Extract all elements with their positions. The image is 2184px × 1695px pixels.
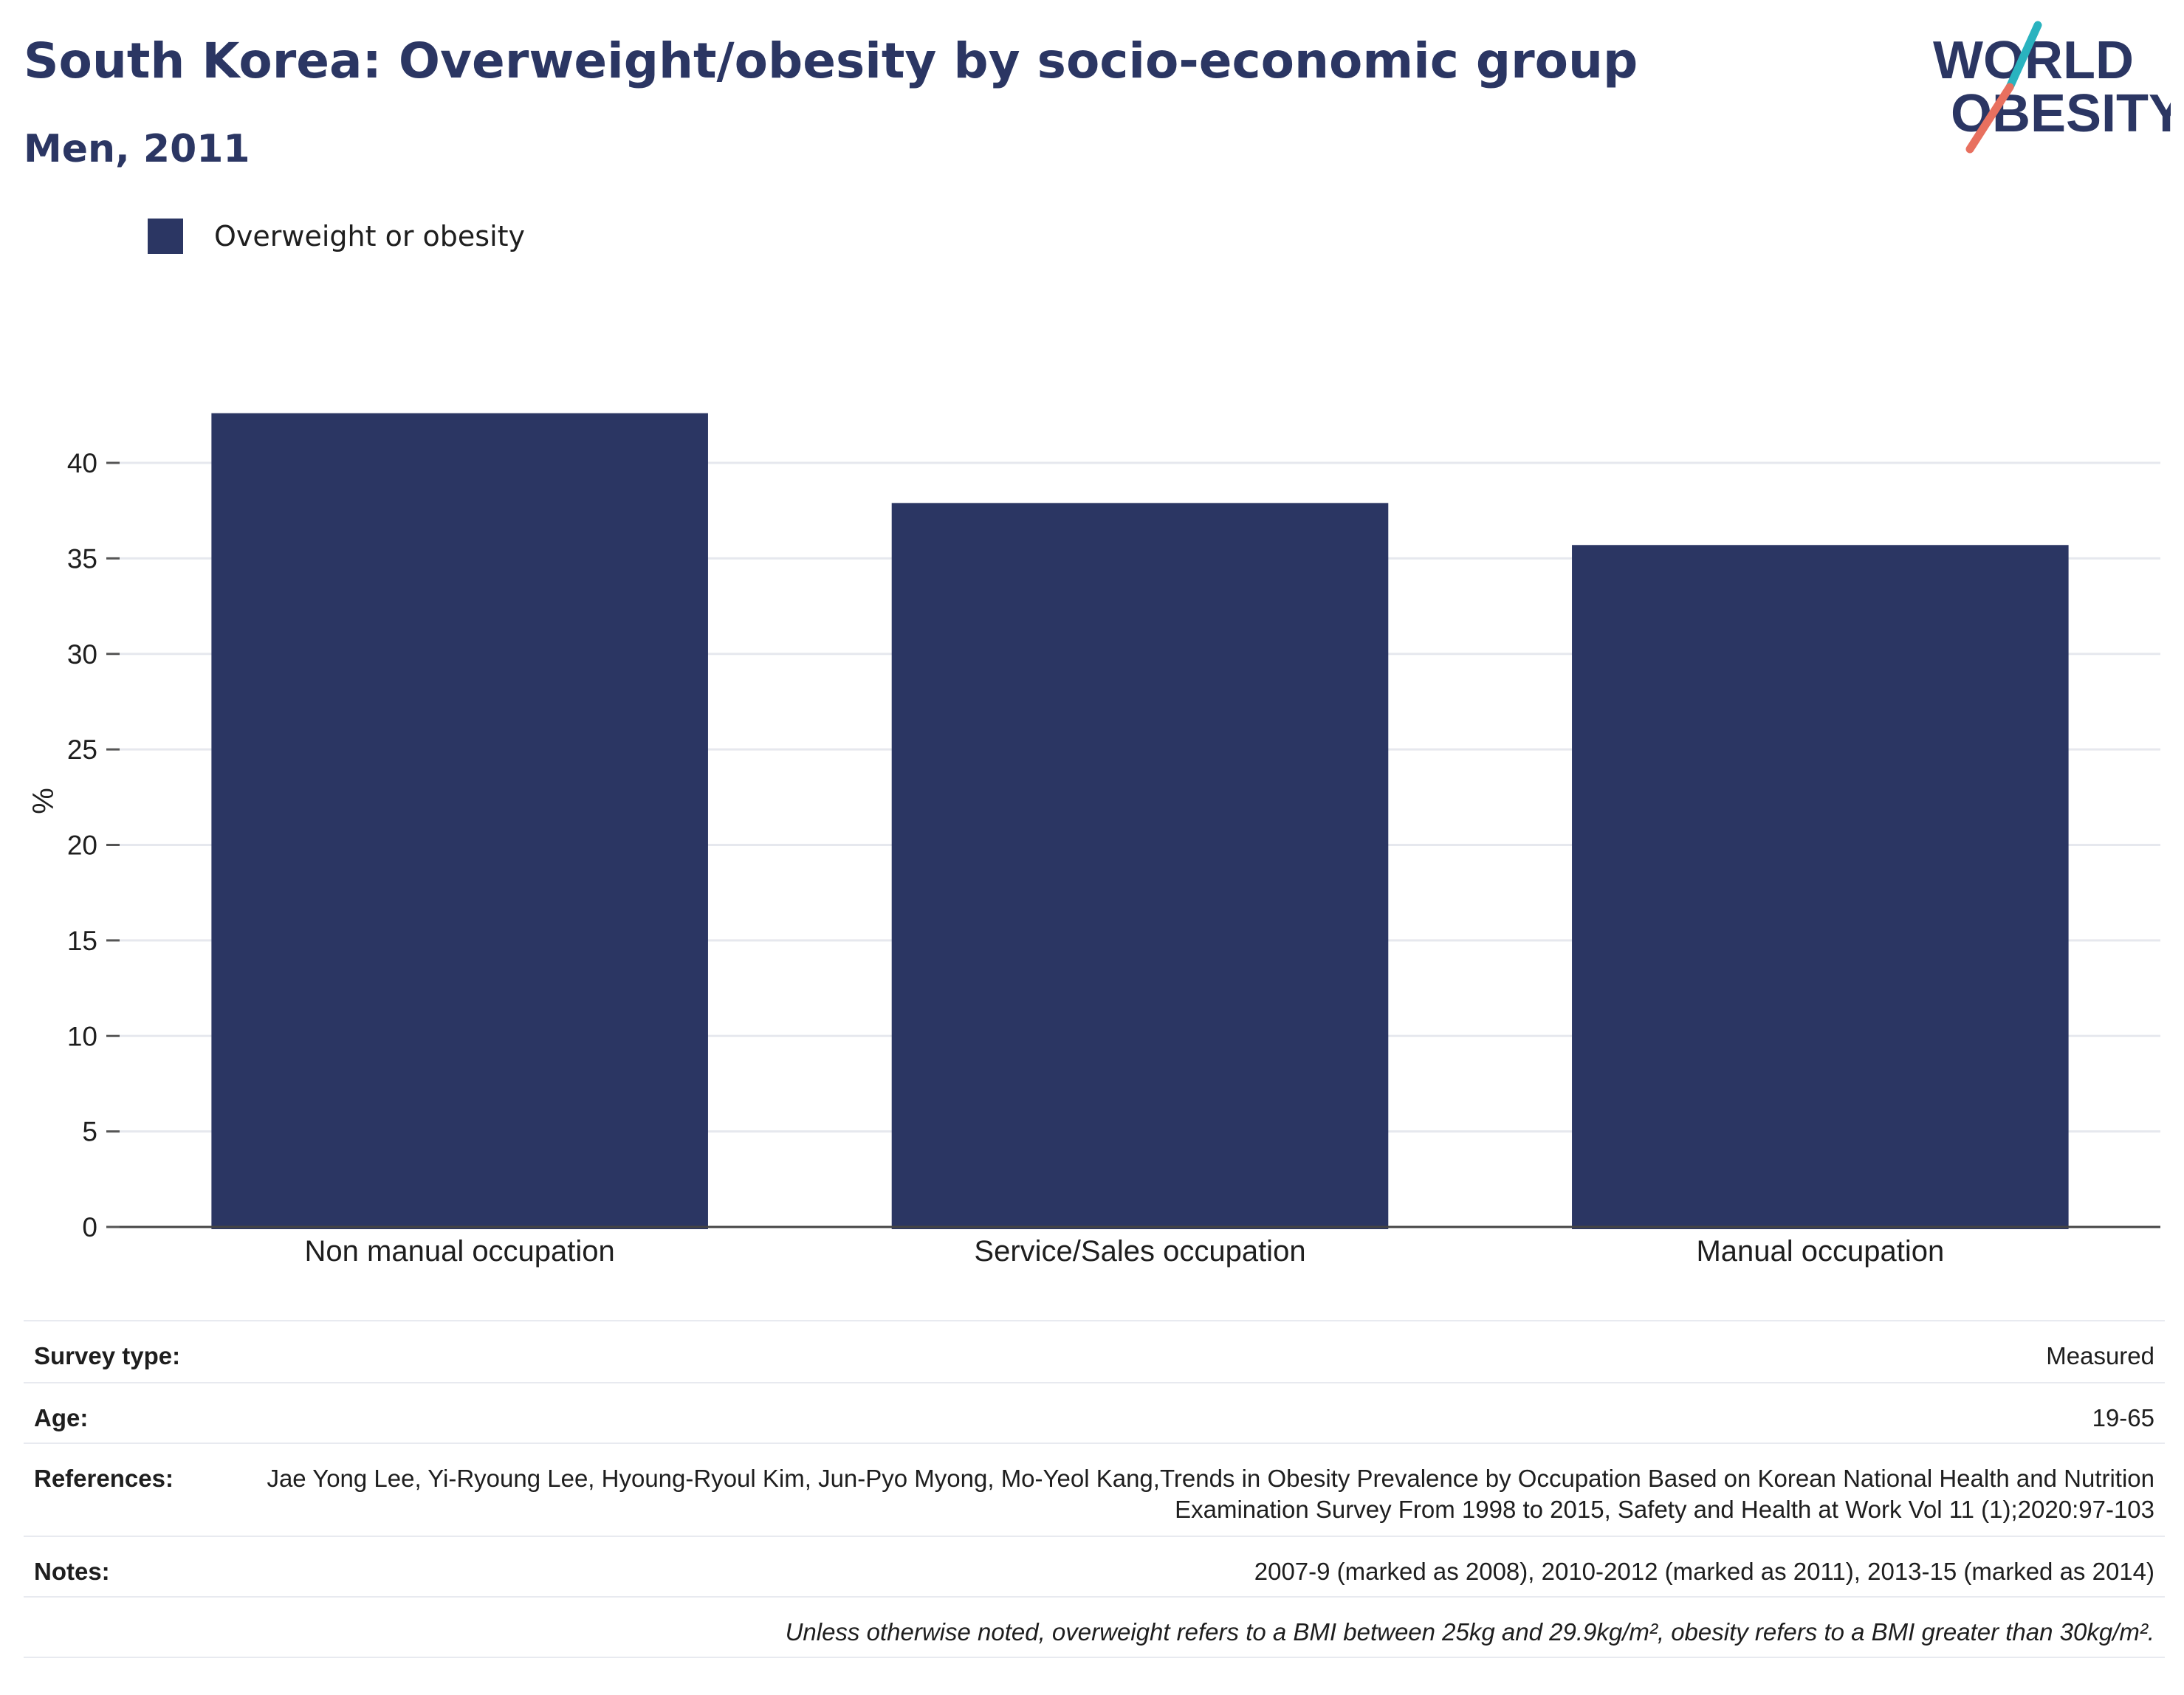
y-tick-label: 0 bbox=[82, 1212, 97, 1242]
chart-title: South Korea: Overweight/obesity by socio… bbox=[24, 32, 1638, 89]
x-tick-label: Manual occupation bbox=[1696, 1235, 1944, 1268]
x-tick-label: Non manual occupation bbox=[305, 1235, 615, 1268]
meta-row-survey-type: Survey type: Measured bbox=[24, 1320, 2165, 1382]
bar bbox=[211, 413, 708, 1229]
meta-row-notes: Notes: 2007-9 (marked as 2008), 2010-201… bbox=[24, 1536, 2165, 1596]
metadata-table: Survey type: Measured Age: 19-65 Referen… bbox=[24, 1320, 2165, 1658]
y-tick-label: 5 bbox=[82, 1117, 97, 1147]
references-value: Jae Yong Lee, Yi-Ryoung Lee, Hyoung-Ryou… bbox=[267, 1465, 2154, 1523]
y-tick-label: 25 bbox=[67, 735, 97, 765]
notes-value: 2007-9 (marked as 2008), 2010-2012 (mark… bbox=[1254, 1558, 2154, 1585]
meta-row-references: References: Jae Yong Lee, Yi-Ryoung Lee,… bbox=[24, 1443, 2165, 1536]
legend: Overweight or obesity bbox=[148, 219, 525, 254]
chart-subtitle: Men, 2011 bbox=[24, 127, 250, 171]
y-tick-label: 10 bbox=[67, 1021, 97, 1051]
y-tick-label: 40 bbox=[67, 448, 97, 478]
age-label: Age: bbox=[34, 1404, 89, 1431]
bar bbox=[891, 503, 1389, 1229]
age-value: 19-65 bbox=[2092, 1404, 2154, 1431]
survey-type-value: Measured bbox=[2046, 1342, 2154, 1369]
axes: 0 5 10 15 20 25 30 35 40 Non manual occupation Ser… bbox=[67, 448, 2160, 1268]
y-tick-label: 35 bbox=[67, 543, 97, 574]
y-tick-label: 15 bbox=[67, 926, 97, 956]
meta-row-definition: Unless otherwise noted, overweight refer… bbox=[24, 1596, 2165, 1658]
meta-row-age: Age: 19-65 bbox=[24, 1382, 2165, 1443]
survey-type-label: Survey type: bbox=[34, 1342, 181, 1369]
bars bbox=[211, 413, 2069, 1229]
bmi-definition-note: Unless otherwise noted, overweight refer… bbox=[785, 1618, 2154, 1646]
y-tick-label: 20 bbox=[67, 831, 97, 861]
legend-swatch bbox=[148, 219, 183, 254]
notes-label: Notes: bbox=[34, 1558, 110, 1585]
logo-slash-teal bbox=[2005, 21, 2042, 92]
y-axis-title: % bbox=[27, 788, 60, 814]
world-obesity-logo: WORLD OBESITY bbox=[1933, 21, 2171, 154]
bar bbox=[1572, 545, 2069, 1229]
references-label: References: bbox=[34, 1465, 174, 1492]
bar-chart: 0 5 10 15 20 25 30 35 40 Non manual occupation Ser… bbox=[27, 413, 2160, 1268]
logo-word-obesity: OBESITY bbox=[1951, 84, 2171, 143]
logo-slash-coral bbox=[1965, 83, 2014, 154]
y-tick-label: 30 bbox=[67, 639, 97, 670]
x-tick-label: Service/Sales occupation bbox=[974, 1235, 1305, 1268]
legend-label: Overweight or obesity bbox=[214, 220, 526, 252]
